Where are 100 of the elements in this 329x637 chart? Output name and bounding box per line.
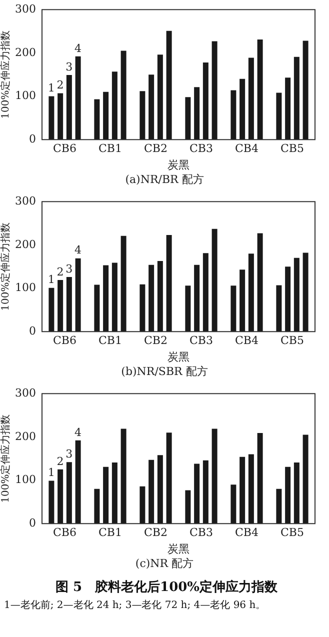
bar xyxy=(148,460,154,524)
bar xyxy=(230,90,236,140)
x-tick-label: CB6 xyxy=(52,526,76,540)
bar xyxy=(230,484,236,524)
bar xyxy=(66,277,72,332)
y-tick-label: 100 xyxy=(14,473,36,486)
bar xyxy=(103,265,109,332)
bar xyxy=(194,464,200,524)
bar xyxy=(58,469,64,524)
bar xyxy=(140,284,146,332)
series-label: 4 xyxy=(74,42,82,55)
series-label: 1 xyxy=(48,466,55,480)
y-tick-label: 300 xyxy=(14,2,36,16)
bar xyxy=(240,456,246,524)
bar xyxy=(103,466,109,524)
bar xyxy=(157,455,163,524)
x-tick-label: CB4 xyxy=(235,334,258,348)
y-tick-label: 100 xyxy=(14,281,36,294)
bar xyxy=(194,264,200,332)
series-label: 3 xyxy=(66,60,73,74)
series-label: 2 xyxy=(56,265,64,278)
y-tick-label: 300 xyxy=(14,386,36,400)
series-label: 4 xyxy=(74,244,82,257)
y-tick-label: 200 xyxy=(14,46,36,59)
text: (b)NR/SBR 配方 xyxy=(120,364,209,380)
series-label: 3 xyxy=(66,447,73,460)
x-tick-label: CB6 xyxy=(52,334,76,348)
bar xyxy=(48,480,54,524)
bar xyxy=(202,253,208,332)
bar xyxy=(257,40,263,140)
x-tick-label: CB4 xyxy=(235,142,258,156)
bar xyxy=(276,488,282,524)
text: 1—老化前; 2—老化 24 h; 3—老化 72 h; 4—老化 96 h。 xyxy=(3,598,267,612)
bar xyxy=(140,486,146,524)
bar xyxy=(66,75,72,140)
series-label: 4 xyxy=(74,426,82,439)
bar xyxy=(157,260,163,332)
y-tick-label: 200 xyxy=(14,430,36,443)
bar xyxy=(257,433,263,524)
bar xyxy=(66,462,72,524)
bar xyxy=(185,286,191,332)
y-tick-label: 0 xyxy=(28,516,36,530)
bar xyxy=(48,288,54,332)
bar xyxy=(276,92,282,140)
bar xyxy=(58,93,64,140)
bar xyxy=(112,72,118,140)
series-label: 2 xyxy=(56,454,64,468)
bar xyxy=(285,466,291,524)
bar xyxy=(302,434,308,524)
x-tick-label: CB4 xyxy=(235,526,258,540)
y-axis-title: 100%定伸应力指数 xyxy=(0,222,12,311)
bar xyxy=(240,270,246,332)
bar xyxy=(157,54,163,140)
series-label: 2 xyxy=(56,78,64,92)
text: (a)NR/BR 配方 xyxy=(124,172,205,188)
x-axis-title: 炭黑 xyxy=(168,158,190,172)
y-tick-label: 300 xyxy=(14,194,36,208)
x-tick-label: CB3 xyxy=(190,526,213,540)
bar xyxy=(185,490,191,524)
bar xyxy=(103,92,109,140)
x-tick-label: CB6 xyxy=(52,142,76,156)
x-tick-label: CB5 xyxy=(280,334,304,348)
bar xyxy=(294,258,300,332)
bar xyxy=(294,462,300,524)
bar xyxy=(212,41,218,140)
bar xyxy=(148,264,154,332)
x-tick-label: CB1 xyxy=(98,526,122,540)
series-label: 1 xyxy=(48,82,55,95)
bar xyxy=(202,62,208,140)
bar xyxy=(302,252,308,332)
bar xyxy=(276,285,282,332)
bar xyxy=(185,97,191,140)
x-tick-label: CB1 xyxy=(98,142,122,156)
bar xyxy=(230,286,236,332)
bar xyxy=(285,266,291,332)
bar xyxy=(120,50,126,140)
bar xyxy=(212,428,218,524)
x-axis-title: 炭黑 xyxy=(168,542,190,556)
series-label: 1 xyxy=(48,273,55,286)
x-tick-label: CB5 xyxy=(280,526,304,540)
bar xyxy=(248,254,254,332)
y-tick-label: 200 xyxy=(14,238,36,251)
bar xyxy=(202,460,208,524)
bar xyxy=(94,99,100,140)
bar xyxy=(240,78,246,140)
bar xyxy=(58,280,64,332)
bar xyxy=(140,91,146,140)
bar xyxy=(120,428,126,524)
bar xyxy=(94,488,100,524)
y-axis-title: 100%定伸应力指数 xyxy=(0,414,12,503)
x-tick-label: CB2 xyxy=(144,334,168,348)
x-tick-label: CB5 xyxy=(280,142,304,156)
bar xyxy=(194,87,200,140)
bar xyxy=(112,262,118,332)
bar xyxy=(120,236,126,332)
y-tick-label: 0 xyxy=(28,132,36,146)
bar xyxy=(75,258,81,332)
text: (c)NR 配方 xyxy=(134,556,195,572)
x-tick-label: CB2 xyxy=(144,526,168,540)
x-axis-title: 炭黑 xyxy=(168,350,190,364)
